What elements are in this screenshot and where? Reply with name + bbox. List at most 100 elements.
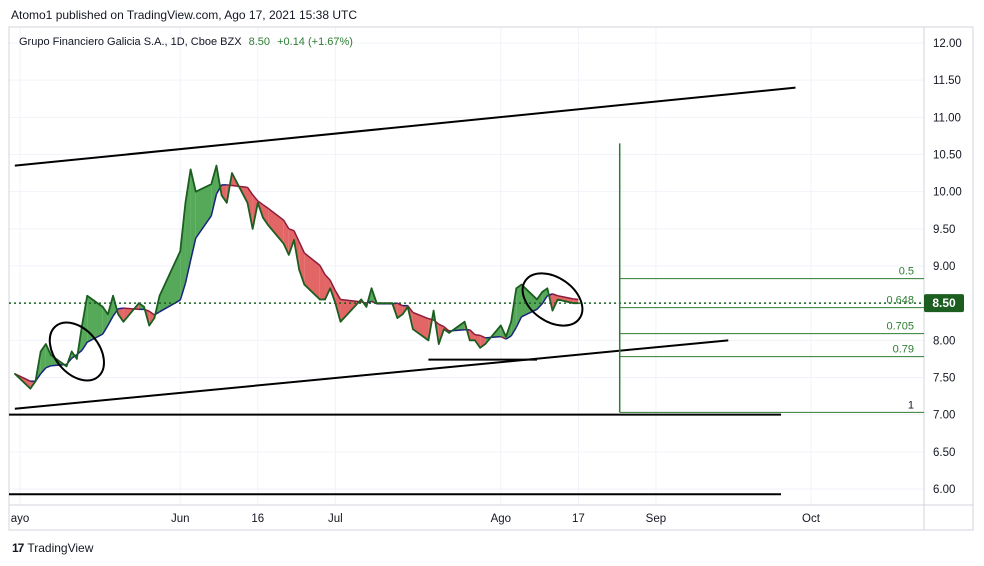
ma-segment: [189, 237, 197, 261]
ma-segment: [536, 303, 543, 310]
price-point: [267, 224, 269, 226]
price-point: [262, 216, 264, 219]
price-point: [324, 298, 326, 301]
price-point: [76, 358, 78, 360]
price-point: [34, 380, 37, 383]
price-tick-label: 11.00: [933, 112, 961, 124]
ma-segment: [412, 311, 429, 320]
ma-segment: [485, 335, 501, 339]
price-tick-label: 11.50: [933, 75, 961, 87]
price-point: [505, 335, 507, 338]
last-price-badge-bg: [924, 294, 964, 313]
price-point: [463, 320, 466, 323]
bear-cloud-segment: [299, 241, 305, 285]
price-point: [551, 309, 554, 312]
bull-cloud-segment: [211, 165, 217, 216]
price-point: [112, 294, 114, 297]
chart-grid: [9, 27, 924, 505]
price-point: [437, 343, 440, 345]
ma-segment: [469, 329, 476, 336]
trend-line-upper: [14, 86, 796, 167]
ma-segment: [334, 290, 342, 300]
price-point: [520, 283, 523, 286]
price-point: [370, 287, 373, 290]
fibonacci-retracement: 1 0.79 0.705 0.648 0.5: [618, 143, 924, 413]
ma-segment: [443, 326, 450, 332]
ma-segment: [438, 323, 445, 328]
symbol-name: Grupo Financiero Galicia S.A., 1D, Cboe …: [19, 36, 242, 48]
ma-segment: [81, 341, 88, 351]
ma-segment: [267, 207, 285, 221]
ma-segment: [303, 252, 321, 266]
price-tick-label: 12.00: [933, 38, 962, 50]
price-line: [14, 164, 580, 390]
time-tick-label: 16: [251, 513, 264, 525]
ma-segment: [45, 365, 52, 369]
price-point: [536, 298, 538, 301]
ma-segment: [107, 315, 114, 326]
bull-cloud-segment: [521, 284, 537, 317]
ma-segment: [102, 325, 109, 335]
ma-segment: [184, 260, 192, 284]
price-tick-label: 6.50: [933, 447, 955, 459]
price-point: [515, 287, 518, 290]
price-point: [293, 239, 295, 241]
price-point: [427, 339, 430, 342]
ma-segment: [148, 310, 155, 316]
price-point: [257, 202, 259, 204]
price-point: [577, 302, 580, 304]
tradingview-brand: TradingView: [27, 541, 94, 555]
price-tick-label: 10.00: [933, 187, 962, 199]
bull-cloud-segment: [87, 295, 103, 343]
bear-cloud-segment: [469, 329, 475, 341]
last-price-badge-text: 8.50: [932, 296, 956, 310]
bull-cloud-segment: [82, 295, 88, 351]
trend-clouds: [14, 165, 579, 389]
bull-cloud-segment: [190, 169, 196, 261]
ma-segment: [123, 307, 139, 311]
time-tick-label: ayo: [11, 513, 30, 525]
bear-cloud-segment: [412, 312, 429, 341]
price-point: [288, 254, 290, 256]
price-point: [179, 250, 182, 252]
price-point: [282, 242, 285, 245]
price-point: [70, 350, 73, 353]
price-point: [29, 387, 32, 390]
ma-segment: [329, 279, 337, 292]
price-point: [246, 202, 249, 204]
price-tick-label: 10.50: [933, 150, 962, 162]
price-point: [360, 298, 363, 301]
price-point: [396, 317, 399, 319]
ma-segment: [515, 316, 523, 328]
ma-segment: [159, 299, 181, 313]
bear-cloud-segment: [325, 274, 331, 300]
price-point: [474, 339, 476, 342]
price-point: [329, 287, 331, 290]
symbol-legend[interactable]: Grupo Financiero Galicia S.A., 1D, Cboe …: [19, 36, 353, 48]
price-tick-label: 7.50: [933, 373, 955, 385]
price-point: [479, 346, 481, 349]
price-point: [189, 168, 192, 171]
price-point: [401, 313, 404, 316]
bull-cloud-segment: [159, 251, 181, 312]
ma-segment: [557, 294, 574, 300]
price-point: [117, 313, 120, 316]
ma-segment: [179, 283, 187, 301]
bear-cloud-segment: [557, 295, 574, 304]
price-point: [50, 354, 52, 357]
bull-cloud-segment: [180, 202, 186, 301]
ma-segment: [195, 215, 212, 239]
price-point: [406, 306, 409, 308]
price-point: [45, 343, 47, 345]
fib-level-label: 0.648: [886, 295, 914, 307]
ma-segment: [573, 298, 579, 301]
price-point: [375, 302, 378, 304]
time-tick-label: 17: [572, 513, 585, 525]
bull-cloud-segment: [40, 344, 46, 374]
price-point: [500, 324, 502, 327]
price-tick-label: 9.00: [933, 261, 955, 273]
highlight-ellipse: [48, 321, 105, 382]
price-point: [39, 350, 42, 353]
ma-segment: [324, 274, 331, 281]
tradingview-footer[interactable]: 17 TradingView: [12, 541, 93, 555]
